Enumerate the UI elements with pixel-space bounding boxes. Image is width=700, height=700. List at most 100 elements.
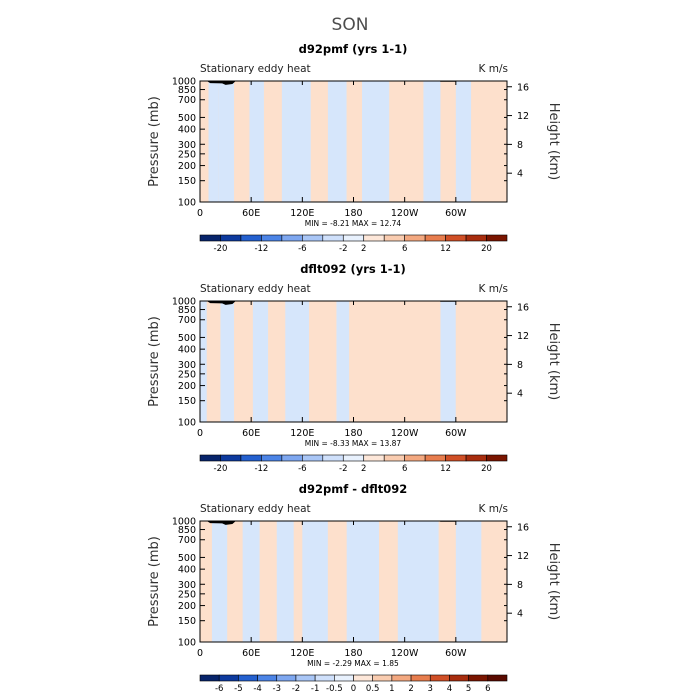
colorbar-swatch xyxy=(424,454,446,462)
colorbar-label: 20 xyxy=(481,464,492,474)
colorbar-label: -2 xyxy=(339,464,347,474)
colorbar-swatch xyxy=(342,454,365,462)
colorbar-label: -2 xyxy=(339,244,347,254)
y-tick-label: 500 xyxy=(178,113,196,124)
y-tick-label: 1000 xyxy=(172,77,196,88)
contour-band xyxy=(208,81,219,202)
y-tick-label: 400 xyxy=(178,345,196,356)
panel-subtitle: Stationary eddy heat xyxy=(200,63,311,75)
contour-band xyxy=(211,521,228,642)
y2-axis-title: Height (km) xyxy=(546,103,561,180)
contour-band xyxy=(455,301,473,422)
y-tick-label: 700 xyxy=(178,315,196,326)
colorbar-label: -4 xyxy=(253,684,261,694)
y-tick-label: 400 xyxy=(178,125,196,136)
colorbar-swatch xyxy=(445,454,467,462)
colorbar-label: 5 xyxy=(466,684,471,694)
x-tick-label: 60E xyxy=(242,428,260,439)
y2-axis-title: Height (km) xyxy=(546,543,561,620)
y-tick-label: 300 xyxy=(178,140,196,151)
colorbar-swatch xyxy=(261,234,283,242)
y2-tick-label: 16 xyxy=(517,82,529,93)
stats-label: MIN = -8.33 MAX = 13.87 xyxy=(305,439,402,448)
contour-band xyxy=(200,301,207,422)
y-tick-label: 850 xyxy=(178,305,196,316)
y-tick-label: 850 xyxy=(178,525,196,536)
panel-title: dflt092 (yrs 1-1) xyxy=(300,262,406,276)
contour-band xyxy=(349,301,401,422)
x-tick-label: 180 xyxy=(344,208,362,219)
x-tick-label: 60E xyxy=(242,208,260,219)
colorbar-label: 6 xyxy=(402,244,407,254)
colorbar-swatch xyxy=(342,234,365,242)
y2-tick-label: 16 xyxy=(517,302,529,313)
colorbar-swatch xyxy=(220,234,242,242)
x-tick-label: 120W xyxy=(391,648,419,659)
colorbar-swatch xyxy=(302,234,324,242)
contour-band xyxy=(200,81,209,202)
y2-tick-label: 8 xyxy=(517,140,523,151)
panel-title: d92pmf - dflt092 xyxy=(299,482,408,496)
colorbar-label: 12 xyxy=(440,464,451,474)
x-tick-label: 120W xyxy=(391,428,419,439)
y-tick-label: 100 xyxy=(178,638,196,649)
stats-label: MIN = -2.29 MAX = 1.85 xyxy=(307,659,399,668)
contour-band xyxy=(423,81,441,202)
contour-band xyxy=(327,521,347,642)
y2-axis-title: Height (km) xyxy=(546,323,561,400)
colorbar-label: -20 xyxy=(214,464,228,474)
topography-africa xyxy=(206,521,236,525)
x-tick-label: 120E xyxy=(290,428,314,439)
contour-band xyxy=(389,81,409,202)
colorbar-swatch xyxy=(199,454,221,462)
contour-band xyxy=(309,301,337,422)
panel-units: K m/s xyxy=(479,63,508,75)
colorbar-label: -6 xyxy=(215,684,223,694)
colorbar-label: 2 xyxy=(361,464,366,474)
colorbar-swatch xyxy=(199,674,220,682)
colorbar-swatch xyxy=(220,454,242,462)
colorbar-swatch xyxy=(302,454,324,462)
x-tick-label: 0 xyxy=(197,208,203,219)
colorbar-label: 1 xyxy=(389,684,394,694)
y-axis-title: Pressure (mb) xyxy=(147,316,162,407)
x-tick-label: 60W xyxy=(445,648,467,659)
colorbar-swatch xyxy=(410,674,431,682)
y2-tick-label: 12 xyxy=(517,111,529,122)
y2-tick-label: 16 xyxy=(517,522,529,533)
colorbar-label: 2 xyxy=(361,244,366,254)
contour-band xyxy=(471,81,507,202)
x-tick-label: 120E xyxy=(290,208,314,219)
y-tick-label: 700 xyxy=(178,535,196,546)
topography-africa xyxy=(206,301,236,305)
topography-africa xyxy=(206,81,236,85)
contour-band xyxy=(336,301,350,422)
colorbar-label: -2 xyxy=(292,684,300,694)
y-axis-title: Pressure (mb) xyxy=(147,96,162,187)
contour-band xyxy=(440,301,456,422)
colorbar-swatch xyxy=(218,674,239,682)
colorbar-swatch xyxy=(429,674,450,682)
y-tick-label: 100 xyxy=(178,198,196,209)
contour-band xyxy=(218,81,235,202)
x-tick-label: 180 xyxy=(344,428,362,439)
colorbar-swatch xyxy=(383,234,405,242)
chart-panel: dflt092 (yrs 1-1) Stationary eddy heat K m… xyxy=(147,262,561,474)
colorbar-swatch xyxy=(487,674,508,682)
contour-band xyxy=(346,81,363,202)
colorbar-swatch xyxy=(445,234,467,242)
colorbar-swatch xyxy=(322,454,344,462)
page-title: SON xyxy=(332,15,369,35)
colorbar-swatch xyxy=(363,234,385,242)
contour-band xyxy=(227,521,243,642)
contour-band xyxy=(242,521,260,642)
colorbar-swatch xyxy=(383,454,405,462)
y-tick-label: 150 xyxy=(178,396,196,407)
colorbar-swatch xyxy=(261,454,283,462)
colorbar-label: -6 xyxy=(298,244,306,254)
contour-band xyxy=(276,521,294,642)
y-tick-label: 500 xyxy=(178,553,196,564)
y-tick-label: 250 xyxy=(178,589,196,600)
contour-band xyxy=(362,81,390,202)
